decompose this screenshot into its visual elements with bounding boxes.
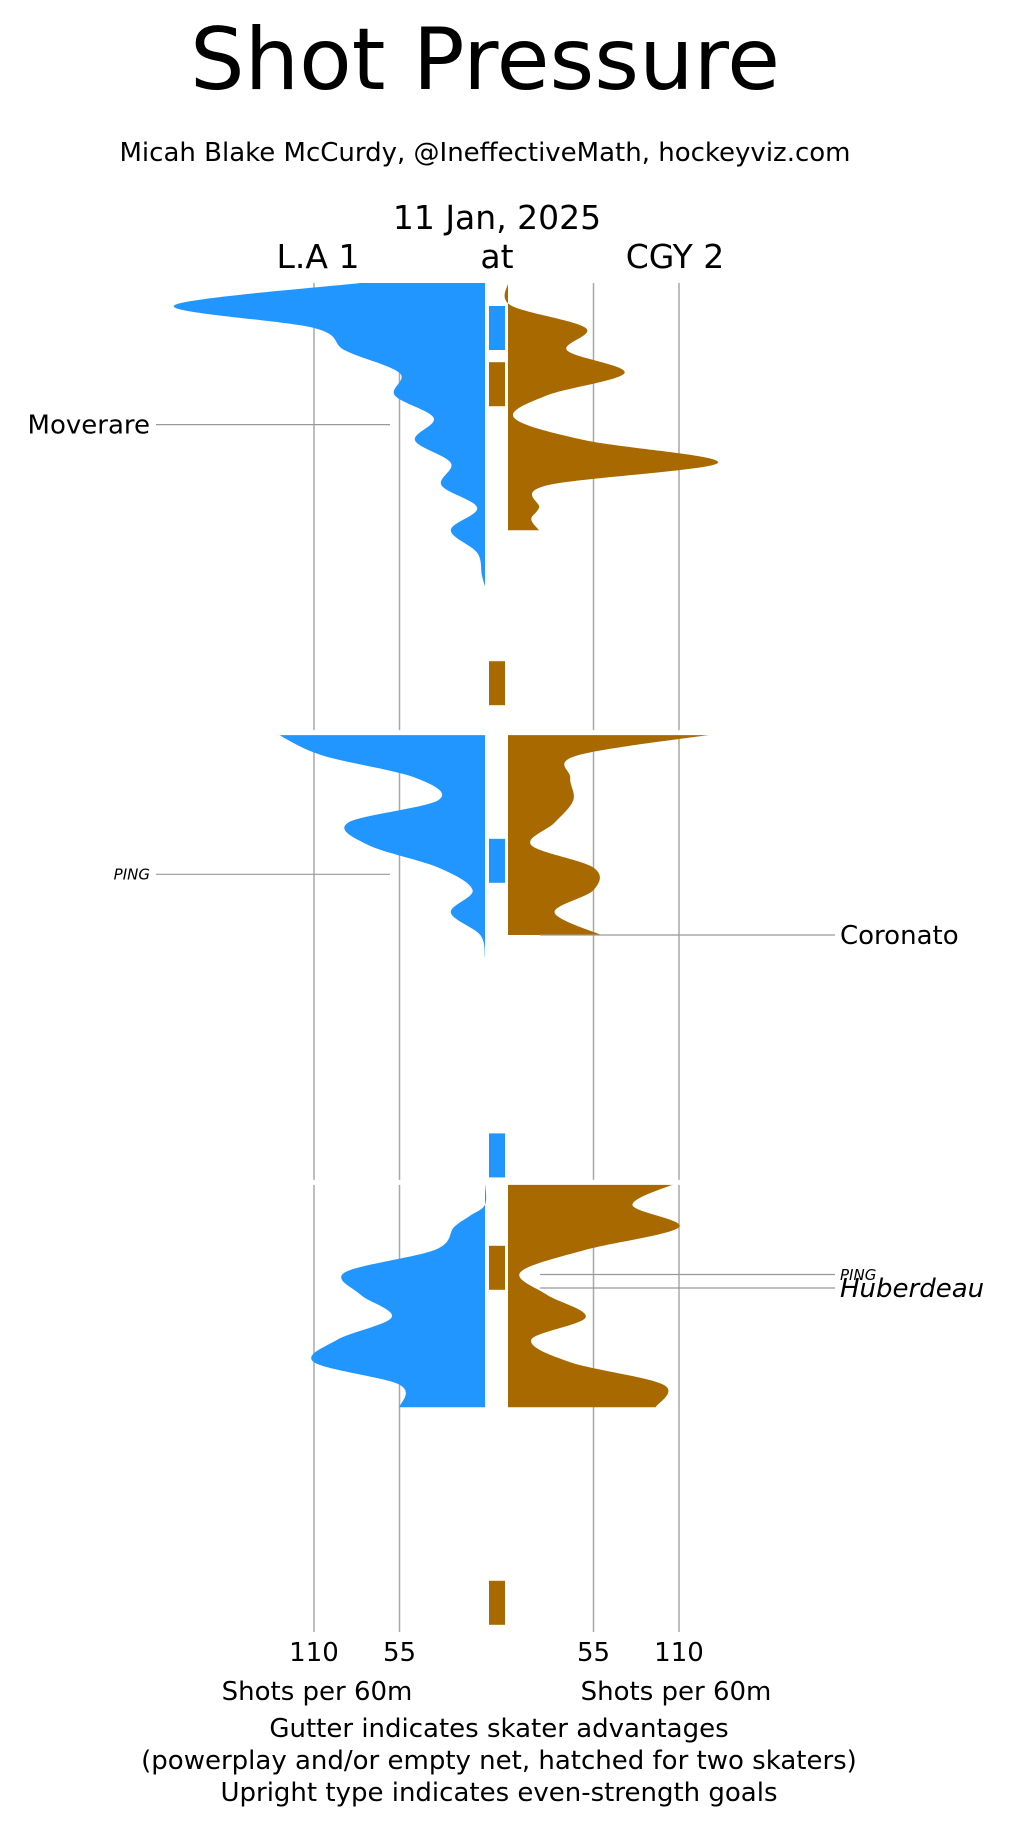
tick-label-right-55: 55 [577, 1638, 610, 1668]
chart-title: Shot Pressure [190, 10, 780, 110]
goal-label-ping: PING [114, 866, 150, 884]
gutter-block-6 [489, 1245, 505, 1290]
gridlines [313, 283, 680, 1632]
period-separators [250, 730, 740, 1185]
goal-label-ping: PING [840, 1266, 876, 1284]
tick-label-left-55: 55 [383, 1638, 416, 1668]
goal-label-coronato: Coronato [840, 921, 959, 951]
pressure-areas [173, 283, 726, 1408]
gutter-block-7 [489, 1580, 505, 1625]
area-la-period-1 [173, 283, 486, 587]
away-team-label: L.A 1 [277, 237, 360, 276]
footnote-line-2: (powerplay and/or empty net, hatched for… [141, 1746, 857, 1776]
gutter-advantages [489, 306, 505, 1625]
footnote-line-3: Upright type indicates even-strength goa… [220, 1778, 777, 1808]
tick-label-left-110: 110 [289, 1638, 339, 1668]
gutter-block-4 [489, 838, 505, 883]
footnote-line-1: Gutter indicates skater advantages [269, 1714, 728, 1744]
area-cgy-period-3 [508, 1182, 680, 1408]
area-cgy-period-2 [508, 732, 726, 935]
game-date: 11 Jan, 2025 [393, 198, 601, 237]
at-label: at [480, 237, 513, 276]
x-axis-label-right: Shots per 60m [581, 1677, 772, 1707]
gutter-block-1 [489, 306, 505, 350]
home-team-label: CGY 2 [626, 237, 725, 276]
area-la-period-3 [311, 1182, 487, 1408]
gutter-block-3 [489, 661, 505, 706]
goal-label-moverare: Moverare [28, 411, 150, 441]
area-cgy-period-1 [504, 283, 719, 531]
axis-ticks: 110 55 55 110 [289, 1638, 704, 1668]
gutter-block-2 [489, 362, 505, 407]
chart-subtitle: Micah Blake McCurdy, @IneffectiveMath, h… [120, 138, 851, 168]
area-la-period-2 [275, 732, 485, 958]
gutter-block-5 [489, 1133, 505, 1178]
tick-label-right-110: 110 [654, 1638, 704, 1668]
goal-label-huberdeau: Huberdeau [840, 1274, 984, 1304]
x-axis-label-left: Shots per 60m [222, 1677, 413, 1707]
